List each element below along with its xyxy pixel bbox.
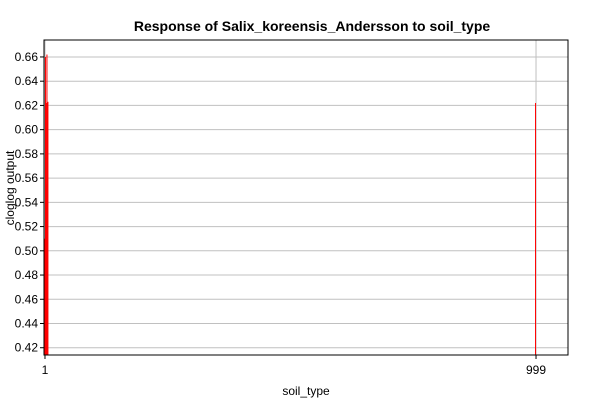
y-tick-label: 0.62: [15, 98, 39, 112]
y-tick-label: 0.52: [15, 220, 39, 234]
y-axis-ticks: 0.42 0.44 0.46 0.48 0.50 0.52 0.54 0.56 0.58 0.60…: [15, 50, 44, 355]
y-tick-label: 0.46: [15, 292, 39, 306]
y-tick-label: 0.58: [15, 147, 39, 161]
bars: [44, 54, 537, 356]
y-tick-label: 0.54: [15, 195, 39, 209]
chart-title: Response of Salix_koreensis_Andersson to…: [134, 18, 491, 34]
bar: [535, 103, 537, 355]
x-axis-label: soil_type: [282, 384, 330, 398]
y-tick-label: 0.64: [15, 74, 39, 88]
x-tick-label: 999: [526, 363, 546, 377]
y-axis-label: cloglog output: [3, 150, 17, 225]
bar: [47, 101, 49, 356]
y-tick-label: 0.42: [15, 341, 39, 355]
y-tick-label: 0.48: [15, 268, 39, 282]
y-tick-label: 0.56: [15, 171, 39, 185]
x-tick-label: 1: [42, 363, 49, 377]
y-tick-label: 0.60: [15, 123, 39, 137]
x-axis-ticks: 1 999: [42, 355, 546, 377]
y-tick-label: 0.50: [15, 244, 39, 258]
gridlines: [44, 40, 568, 355]
plot-frame: [43, 39, 569, 356]
y-tick-label: 0.66: [15, 50, 39, 64]
y-tick-label: 0.44: [15, 317, 39, 331]
